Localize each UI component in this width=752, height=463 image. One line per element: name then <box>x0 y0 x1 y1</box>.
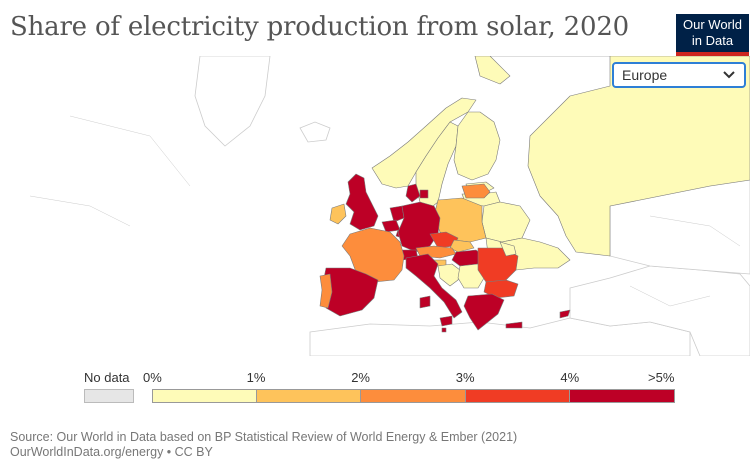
legend-no-data-label: No data <box>84 370 130 385</box>
country-ireland[interactable]: Ireland <box>329 203 347 225</box>
country-grid <box>29 115 741 307</box>
greenland-shape <box>194 56 271 147</box>
country-lithuania[interactable]: Lithuania <box>461 183 491 199</box>
legend: No data 0% 1% 2% 3% 4% >5% <box>0 360 752 410</box>
grid-line-4 <box>649 215 741 247</box>
grid-line-1 <box>69 115 191 187</box>
country-slovakia[interactable]: Slovakia <box>449 239 475 253</box>
legend-tick-label: 4% <box>560 370 580 385</box>
legend-tick-label: 2% <box>351 370 370 385</box>
legend-tick-label: 0% <box>143 370 162 385</box>
legend-bin-1[interactable] <box>256 389 362 403</box>
legend-bin-3[interactable] <box>465 389 571 403</box>
chart-title: Share of electricity production from sol… <box>10 12 630 42</box>
country-italy[interactable]: Italy <box>405 253 463 327</box>
legend-tick-label: 1% <box>246 370 266 385</box>
owid-logo[interactable]: Our World in Data <box>676 14 749 56</box>
legend-tick-label: >5% <box>648 370 675 385</box>
country-france[interactable]: France <box>341 227 405 283</box>
country-united-kingdom[interactable]: United Kingdom <box>345 173 379 231</box>
legend-bin-4[interactable] <box>570 389 675 403</box>
legend-bin-2[interactable] <box>361 389 466 403</box>
country-belarus[interactable]: Belarus <box>481 201 531 243</box>
country-moldova[interactable]: Moldova <box>499 241 517 257</box>
grid-line-2 <box>29 195 131 227</box>
country-norway[interactable]: Norway <box>371 97 477 189</box>
country-denmark[interactable]: Denmark <box>405 183 429 203</box>
source-note: Source: Our World in Data based on BP St… <box>10 430 517 460</box>
grid-line-3 <box>629 285 711 307</box>
map-svg: RussiaNorwaySwedenFinlandEstoniaLatviaLi… <box>29 56 750 356</box>
logo-line-2: in Data <box>691 33 734 48</box>
country-greece[interactable]: Greece <box>463 293 523 331</box>
map[interactable]: RussiaNorwaySwedenFinlandEstoniaLatviaLi… <box>10 56 750 356</box>
country-germany[interactable]: Germany <box>397 201 441 253</box>
country-finland[interactable]: Finland <box>453 111 501 181</box>
country-cyprus[interactable]: Cyprus <box>559 309 571 319</box>
country-russia[interactable]: Russia <box>474 56 750 257</box>
country-croatia[interactable]: Croatia <box>437 263 461 287</box>
logo-line-1: Our World <box>683 17 742 32</box>
country-portugal[interactable]: Portugal <box>319 273 333 309</box>
region-select[interactable]: Europe <box>612 62 746 88</box>
countries-layer: RussiaNorwaySwedenFinlandEstoniaLatviaLi… <box>319 56 750 333</box>
legend-tick-label: 3% <box>455 370 475 385</box>
source-line-2[interactable]: OurWorldInData.org/energy • CC BY <box>10 445 213 459</box>
legend-no-data-swatch[interactable] <box>84 389 134 403</box>
region-select-value: Europe <box>622 67 668 83</box>
source-line-1: Source: Our World in Data based on BP St… <box>10 430 518 444</box>
chevron-down-icon <box>722 68 736 85</box>
country-bulgaria[interactable]: Bulgaria <box>483 279 519 299</box>
legend-bin-0[interactable] <box>152 389 257 403</box>
country-malta[interactable]: Malta <box>441 327 447 333</box>
country-belgium[interactable]: Belgium <box>381 219 401 233</box>
country-netherlands[interactable]: Netherlands <box>389 205 405 223</box>
background-landmass <box>194 56 750 356</box>
iceland-shape <box>299 121 331 143</box>
